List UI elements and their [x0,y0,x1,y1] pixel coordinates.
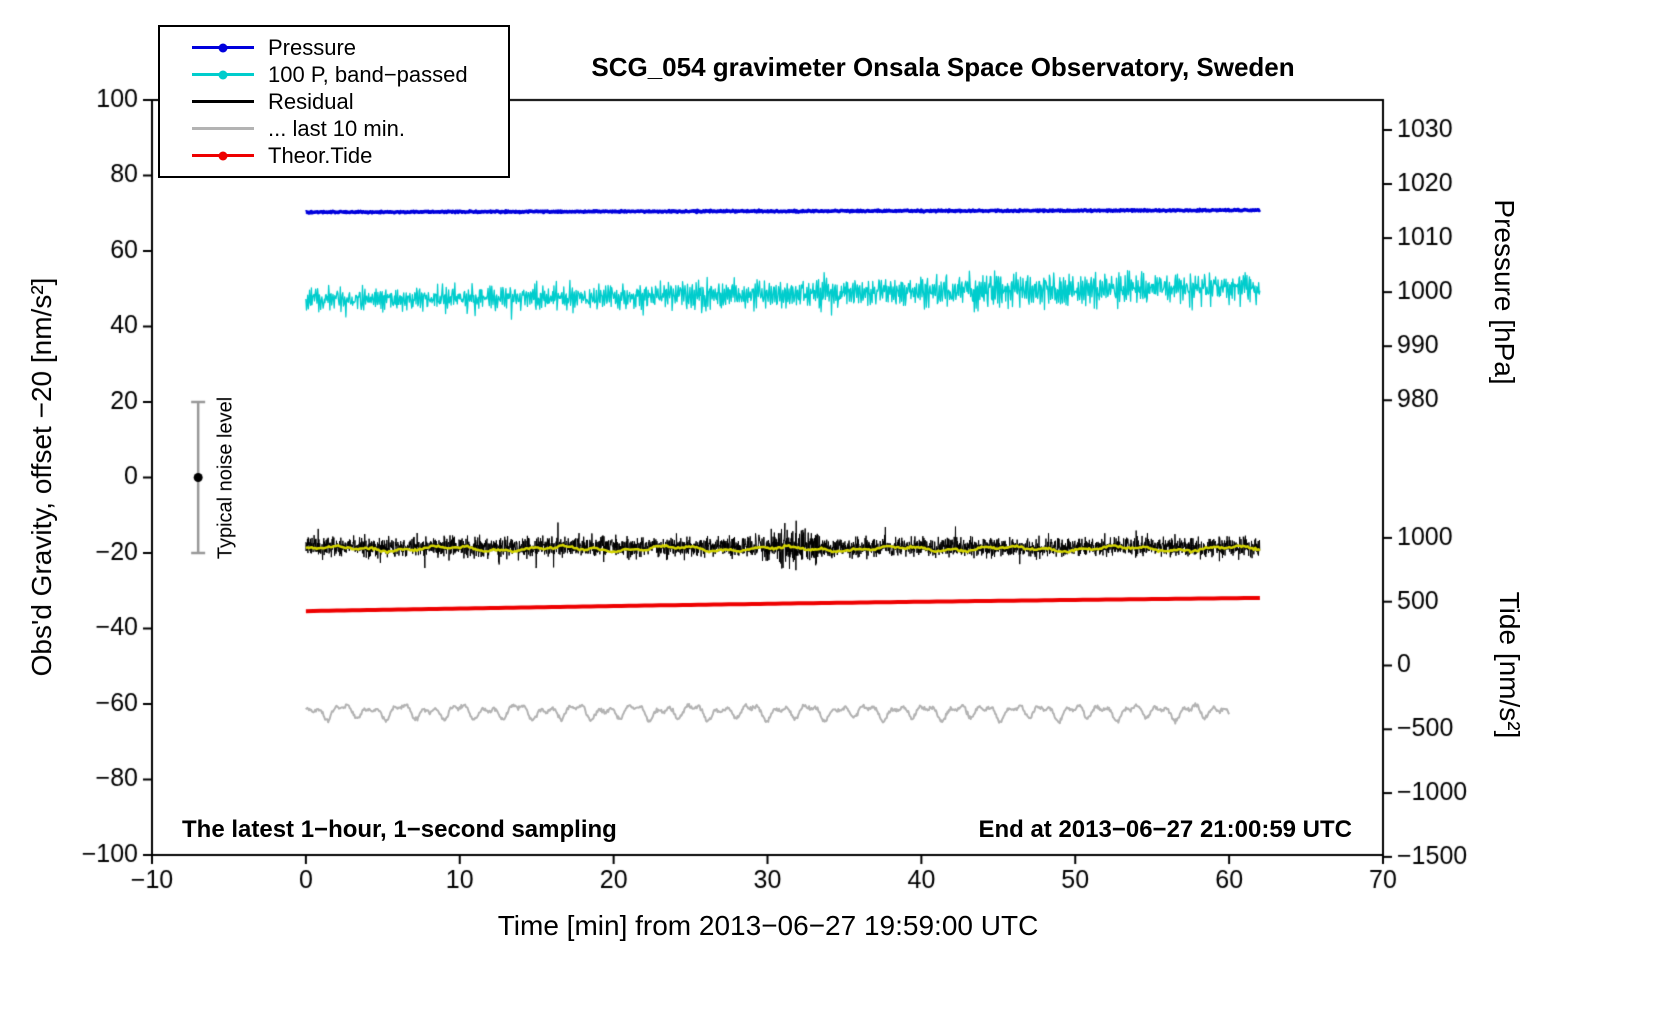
legend-item-residual-last-10min: ... last 10 min. [160,115,508,142]
legend-item-residual: Residual [160,88,508,115]
legend-box: Pressure 100 P, band−passed Residual... la… [158,25,510,178]
legend-label-pressure-bandpassed: 100 P, band−passed [268,61,468,87]
legend-swatch-pressure-bandpassed [192,61,254,88]
typical-noise-level-label: Typical noise level [214,396,237,560]
legend-swatch-pressure [192,34,254,61]
legend-swatch-residual-last-10min [192,115,254,142]
legend-label-pressure: Pressure [268,34,357,60]
legend-label-residual-last-10min: ... last 10 min. [268,115,405,141]
legend-item-pressure: Pressure [160,34,508,61]
left-y-axis-label: Obs'd Gravity, offset −20 [nm/s²] [26,277,57,677]
legend-item-theoretical-tide: Theor.Tide [160,142,508,169]
legend-label-theoretical-tide: Theor.Tide [268,142,373,168]
tide-axis-label: Tide [nm/s²] [1494,591,1525,739]
legend-label-residual: Residual [268,88,354,114]
legend-swatch-residual [192,88,254,115]
legend-swatch-theoretical-tide [192,142,254,169]
legend-item-pressure-bandpassed: 100 P, band−passed [160,61,508,88]
x-axis-label: Time [min] from 2013−06−27 19:59:00 UTC [497,910,1039,941]
chart-title: SCG_054 gravimeter Onsala Space Observat… [591,52,1295,82]
sampling-note: The latest 1−hour, 1−second sampling [182,816,617,843]
end-time-note: End at 2013−06−27 21:00:59 UTC [978,816,1352,843]
pressure-axis-label: Pressure [hPa] [1489,199,1520,385]
